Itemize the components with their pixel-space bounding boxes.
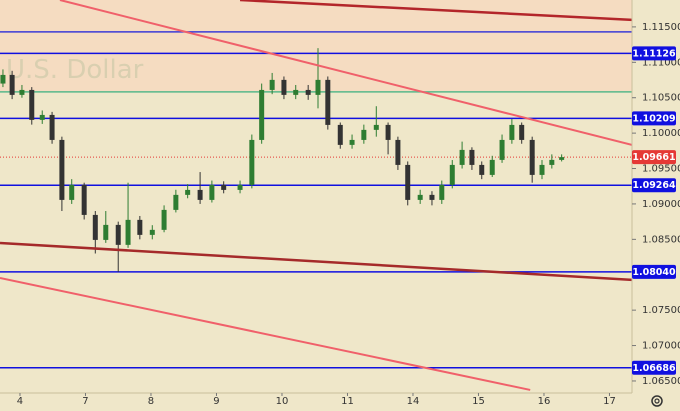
- y-tick-label: 1.08500: [642, 234, 680, 245]
- candle-body: [125, 219, 131, 245]
- watermark: U.S. Dollar: [6, 55, 144, 85]
- candle-body: [39, 114, 45, 120]
- candle-body: [385, 124, 391, 140]
- level-label-box: [632, 264, 676, 279]
- trendline: [59, 0, 632, 146]
- y-tick-label: 1.11000: [642, 57, 680, 68]
- candle-body: [469, 149, 475, 165]
- trendline: [239, 0, 632, 22]
- candle-body: [221, 184, 227, 190]
- candle-body: [449, 164, 455, 185]
- candle-body: [0, 74, 6, 84]
- candle-body: [173, 194, 179, 210]
- level-label-box: [632, 111, 676, 126]
- candle-body: [259, 89, 265, 140]
- x-tick-label: 15: [472, 396, 485, 407]
- candle-body: [325, 79, 331, 125]
- candle-body: [293, 89, 299, 95]
- candle-body: [137, 219, 143, 235]
- x-tick-label: 11: [341, 396, 354, 407]
- candle-body: [29, 89, 35, 120]
- candle-body: [349, 139, 355, 145]
- candle-body: [489, 159, 495, 175]
- candle-body: [549, 159, 555, 165]
- candle-body: [439, 184, 445, 200]
- level-label: 1.09264: [632, 180, 676, 191]
- x-tick-label: 10: [276, 396, 289, 407]
- level-label-box: [632, 46, 676, 61]
- candle-body: [115, 224, 121, 245]
- candle-body: [92, 214, 98, 240]
- trendline: [0, 276, 531, 391]
- candle-body: [103, 224, 109, 240]
- candle-body: [559, 157, 565, 160]
- candle-body: [395, 139, 401, 165]
- y-tick-label: 1.07000: [642, 341, 680, 352]
- axis-layer: 1.11500 1.11000 1.10500 1.10000 1.09500 1.090…: [17, 22, 680, 407]
- candle-body: [373, 124, 379, 130]
- candle-body: [69, 184, 75, 200]
- candle-body: [49, 114, 55, 140]
- candle-body: [237, 184, 243, 190]
- x-tick-label: 7: [82, 396, 88, 407]
- candle-body: [249, 139, 255, 185]
- candle-body: [281, 79, 287, 95]
- candle-body: [479, 164, 485, 175]
- x-tick-label: 16: [538, 396, 551, 407]
- candle-body: [185, 189, 191, 195]
- x-tick-label: 8: [148, 396, 154, 407]
- candle-body: [59, 139, 65, 200]
- candle-body: [529, 139, 535, 175]
- candle-body: [337, 124, 343, 145]
- level-label: 1.11126: [632, 48, 676, 59]
- last-price-box: [632, 150, 676, 165]
- y-tick-label: 1.10500: [642, 93, 680, 104]
- x-tick-label: 4: [17, 396, 23, 407]
- level-label-box: [632, 178, 676, 193]
- last-price-label: 1.09661: [632, 152, 675, 163]
- candle-body: [161, 209, 167, 230]
- x-tick-label: 9: [213, 396, 219, 407]
- y-tick-label: 1.06500: [642, 376, 680, 387]
- candle-body: [197, 189, 203, 200]
- candle-body: [499, 139, 505, 160]
- candle-body: [429, 194, 435, 200]
- y-tick-label: 1.09500: [642, 164, 680, 175]
- trendlines-layer: [0, 0, 632, 391]
- level-label: 1.06686: [632, 363, 676, 374]
- candle-body: [509, 124, 515, 140]
- candle-body: [209, 184, 215, 200]
- candles-layer: [0, 48, 565, 272]
- candle-body: [539, 164, 545, 175]
- candle-body: [305, 89, 311, 95]
- settings-icon[interactable]: [651, 395, 663, 407]
- candle-body: [19, 89, 25, 95]
- candle-body: [405, 164, 411, 200]
- level-label-box: [632, 360, 676, 375]
- candle-body: [519, 124, 525, 140]
- y-tick-label: 1.07500: [642, 305, 680, 316]
- y-tick-label: 1.10000: [642, 128, 680, 139]
- y-tick-label: 1.09000: [642, 199, 680, 210]
- candle-body: [269, 79, 275, 90]
- level-label: 1.08040: [632, 267, 676, 278]
- x-tick-label: 17: [603, 396, 616, 407]
- candle-body: [417, 194, 423, 200]
- candle-body: [315, 79, 321, 95]
- candle-body: [149, 229, 155, 235]
- x-tick-label: 14: [407, 396, 420, 407]
- trendline: [0, 241, 632, 282]
- candle-body: [361, 129, 367, 140]
- candle-body: [459, 149, 465, 165]
- candle-body: [9, 74, 15, 95]
- y-tick-label: 1.11500: [642, 22, 680, 33]
- candle-body: [81, 184, 87, 215]
- level-label: 1.10209: [632, 113, 675, 124]
